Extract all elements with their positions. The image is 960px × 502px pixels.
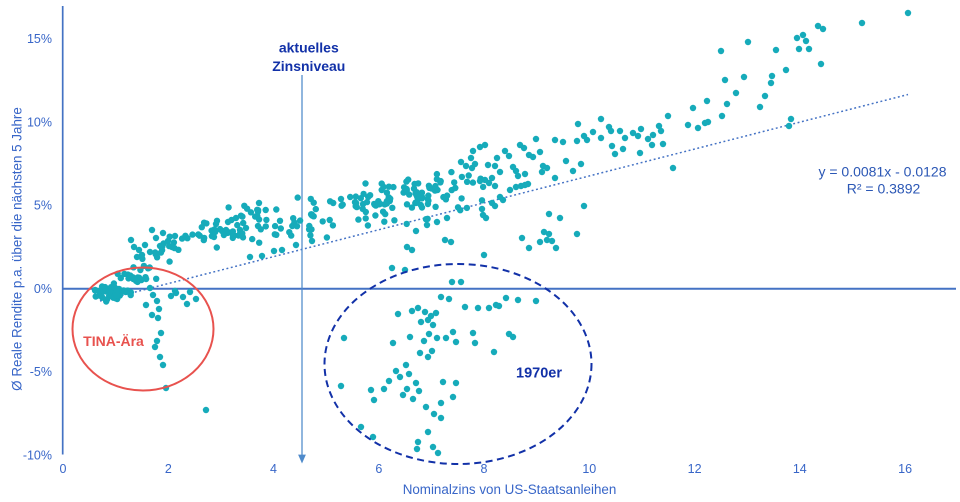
svg-text:y = 0.0081x - 0.0128: y = 0.0081x - 0.0128 <box>818 164 946 180</box>
svg-text:14: 14 <box>793 462 807 476</box>
svg-text:-10%: -10% <box>23 449 52 463</box>
svg-text:Nominalzins von US-Staatsanlei: Nominalzins von US-Staatsanleihen <box>403 482 617 497</box>
svg-text:10: 10 <box>582 462 596 476</box>
svg-text:Zinsniveau: Zinsniveau <box>272 58 345 74</box>
svg-text:aktuelles: aktuelles <box>279 40 339 56</box>
svg-text:16: 16 <box>898 462 912 476</box>
svg-text:5%: 5% <box>34 199 52 213</box>
svg-text:TINA-Ära: TINA-Ära <box>83 333 144 349</box>
svg-text:12: 12 <box>688 462 702 476</box>
svg-text:4: 4 <box>270 462 277 476</box>
svg-text:R² = 0.3892: R² = 0.3892 <box>847 181 921 197</box>
svg-text:10%: 10% <box>27 115 52 129</box>
svg-text:0%: 0% <box>34 282 52 296</box>
svg-text:0: 0 <box>60 462 67 476</box>
svg-text:15%: 15% <box>27 32 52 46</box>
svg-text:6: 6 <box>375 462 382 476</box>
svg-text:2: 2 <box>165 462 172 476</box>
svg-text:-5%: -5% <box>30 365 52 379</box>
svg-text:Ø Reale Rendite p.a. über die: Ø Reale Rendite p.a. über die nächsten 5… <box>10 107 25 391</box>
svg-text:8: 8 <box>481 462 488 476</box>
svg-text:1970er: 1970er <box>516 366 562 382</box>
